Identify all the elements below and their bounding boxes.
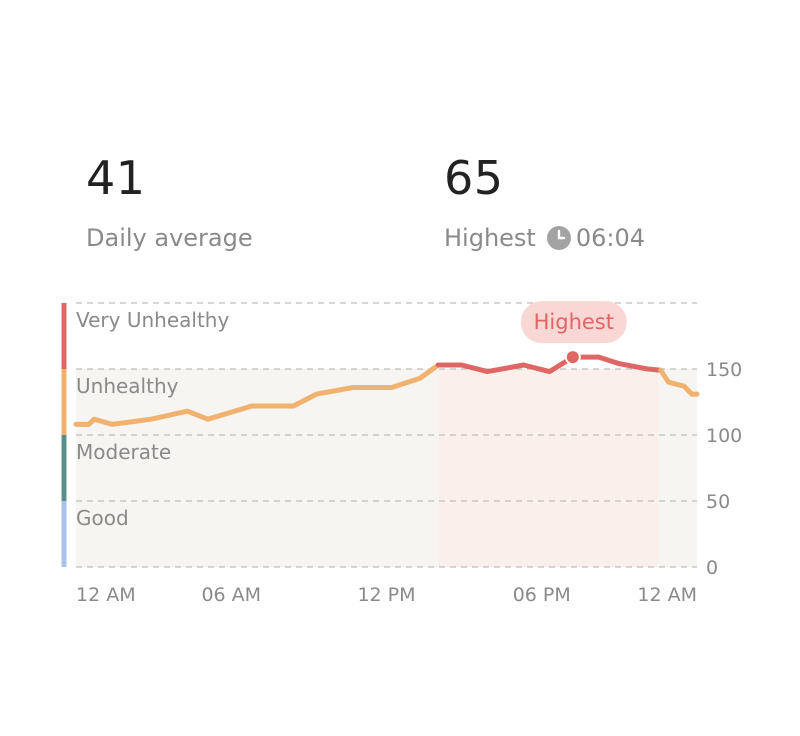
highest-time: 06:04: [575, 224, 646, 252]
highlight-region: [438, 369, 659, 567]
x-tick-label: 12 AM: [76, 584, 136, 606]
series-line: [73, 362, 441, 427]
clock-icon: [546, 226, 571, 250]
y-tick-label: 100: [706, 425, 742, 447]
y-tick-label: 0: [706, 557, 718, 579]
y-tick-label: 150: [706, 359, 742, 381]
air-quality-chart: Very Unhealthy Unhealthy Moderate Good 0 50 10…: [61, 301, 742, 606]
highest-value: 65: [444, 151, 504, 205]
highest-label: Highest: [444, 224, 536, 252]
highest-label-row: Highest 06:04: [444, 222, 645, 254]
category-label: Moderate: [76, 440, 171, 464]
category-label: Very Unhealthy: [76, 308, 229, 332]
series-line-highlighted: [435, 354, 664, 375]
x-tick-label: 12 PM: [357, 584, 415, 606]
x-tick-label: 06 AM: [201, 584, 261, 606]
highest-pill: [520, 301, 627, 344]
daily-average-value: 41: [86, 151, 146, 205]
daily-average-stat: 41 Daily average: [86, 150, 253, 254]
x-tick-label: 06 PM: [513, 584, 571, 606]
highest-stat: 65 Highest 06:04: [444, 150, 645, 254]
category-label: Good: [76, 506, 129, 530]
y-tick-label: 50: [706, 491, 730, 513]
series-line: [658, 367, 700, 397]
highest-marker-point: [566, 351, 579, 364]
category-label: Unhealthy: [76, 374, 179, 398]
daily-average-label: Daily average: [86, 224, 253, 252]
x-tick-label: 12 AM: [637, 584, 697, 606]
highest-pill-label: Highest: [534, 310, 614, 334]
